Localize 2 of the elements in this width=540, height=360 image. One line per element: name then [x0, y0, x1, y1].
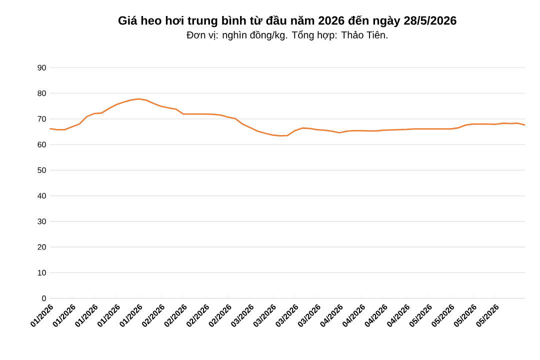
chart-title: Giá heo hơi trung bình từ đầu năm 2026 đến ngày 28/5/2026	[118, 15, 456, 28]
chart-subtitle: Đơn vị: nghìn đồng/kg. Tổng hợp: Thảo Tiên.	[186, 30, 388, 40]
